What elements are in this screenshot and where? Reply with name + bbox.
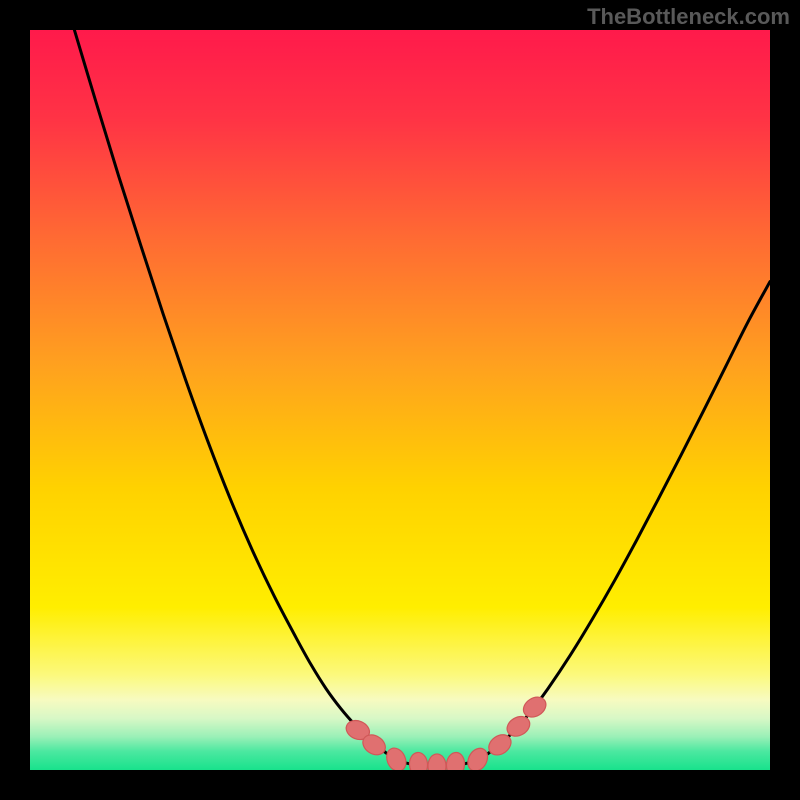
chart-frame: TheBottleneck.com <box>0 0 800 800</box>
gradient-background <box>30 30 770 770</box>
watermark-text: TheBottleneck.com <box>587 4 790 30</box>
bottleneck-curve-chart <box>0 0 800 800</box>
